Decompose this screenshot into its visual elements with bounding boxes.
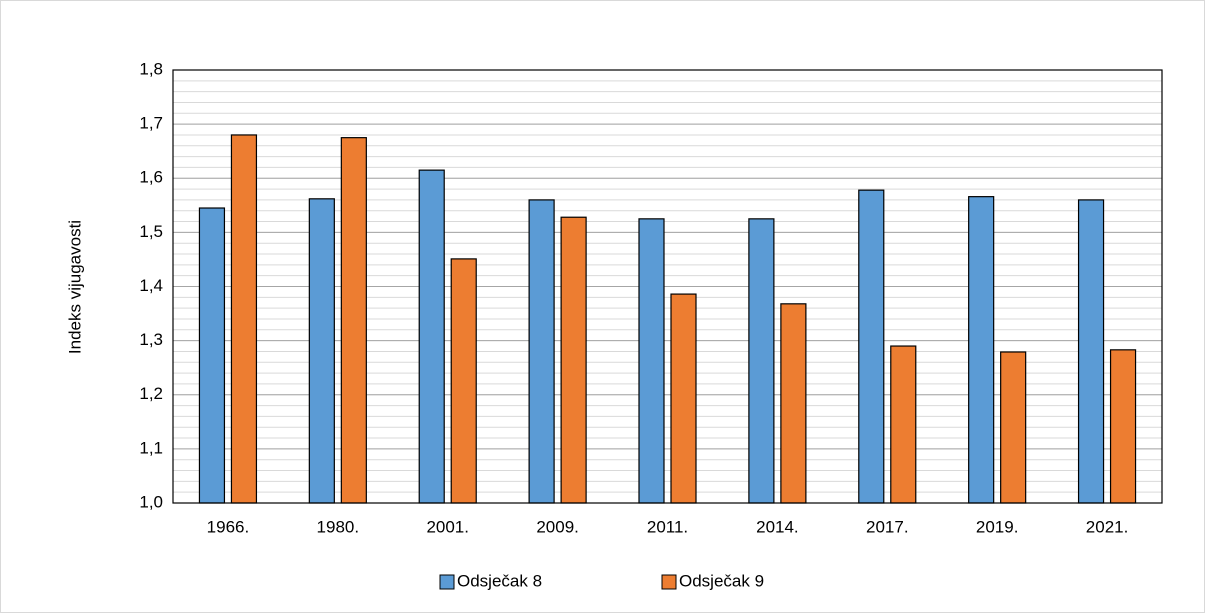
legend-label: Odsječak 8: [457, 571, 542, 590]
bar: [780, 303, 807, 504]
x-tick-label: 2021.: [1086, 517, 1129, 536]
y-tick-label: 1,0: [139, 492, 163, 511]
bar: [748, 218, 775, 504]
y-tick-label: 1,8: [139, 59, 163, 78]
legend-label: Odsječak 9: [679, 571, 764, 590]
plot-frame: [172, 69, 1163, 504]
bar: [450, 258, 477, 504]
legend-swatch: [439, 574, 455, 590]
bar: [340, 137, 367, 504]
x-tick-label: 2001.: [426, 517, 469, 536]
bar: [308, 198, 335, 504]
x-tick-label: 2011.: [647, 517, 688, 536]
bar: [560, 216, 587, 504]
x-tick-label: 2014.: [756, 517, 799, 536]
x-tick-label: 2017.: [866, 517, 909, 536]
bar: [528, 199, 555, 504]
y-tick-label: 1,1: [139, 438, 163, 457]
bar: [198, 207, 226, 504]
y-axis-label: Indeks vijugavosti: [65, 220, 84, 354]
x-tick-label: 2019.: [976, 517, 1019, 536]
y-tick-label: 1,6: [139, 168, 163, 187]
bar: [670, 293, 697, 504]
x-tick-label: 1966.: [207, 517, 250, 536]
bar: [418, 169, 445, 504]
bar: [638, 218, 665, 504]
bar: [230, 134, 258, 504]
y-tick-label: 1,2: [139, 384, 163, 403]
bar: [968, 196, 995, 504]
legend-swatch: [661, 574, 677, 590]
bar: [1000, 351, 1027, 504]
y-tick-label: 1,4: [139, 276, 163, 295]
x-tick-label: 2009.: [536, 517, 579, 536]
bar: [1077, 199, 1105, 504]
x-tick-label: 1980.: [317, 517, 360, 536]
bar: [1109, 349, 1137, 504]
bar: [858, 189, 885, 504]
y-tick-label: 1,3: [139, 330, 163, 349]
y-tick-label: 1,7: [139, 114, 163, 133]
bar: [890, 345, 917, 504]
y-tick-label: 1,5: [139, 222, 163, 241]
